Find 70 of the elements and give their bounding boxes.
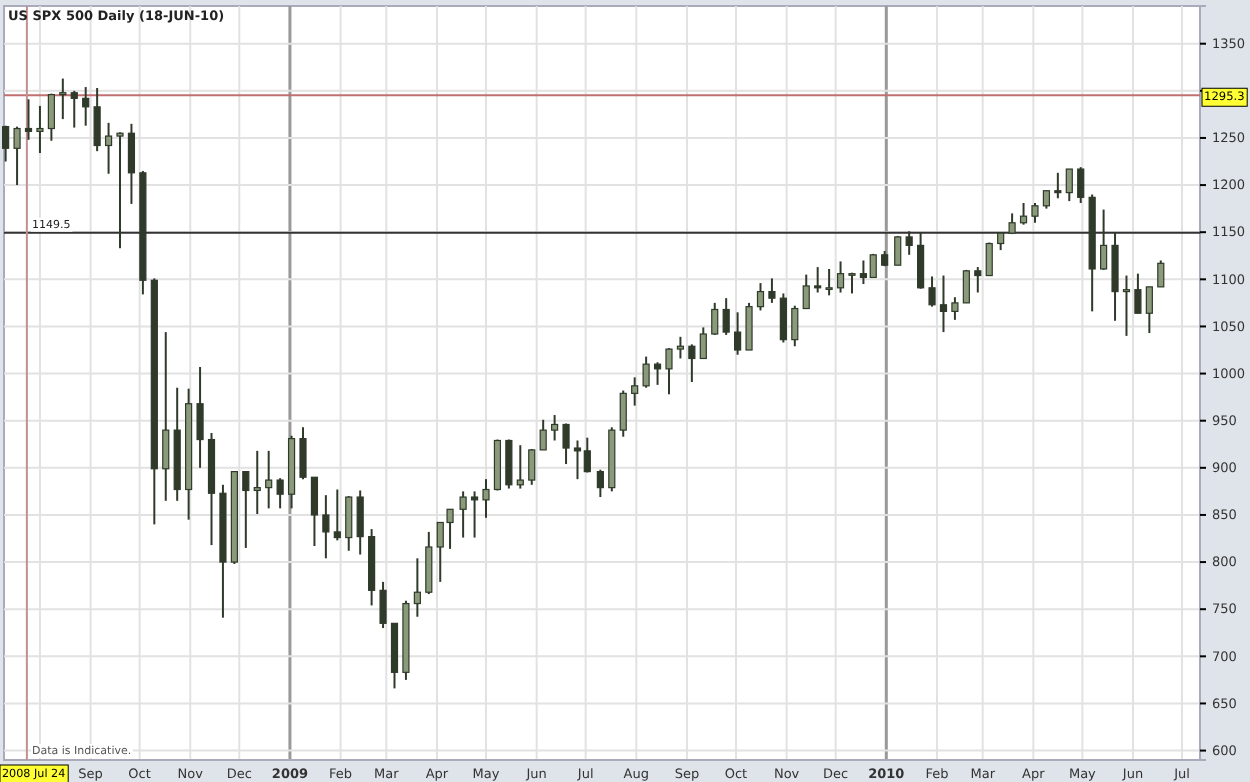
candlestick: [104, 121, 113, 175]
candlestick: [425, 530, 433, 596]
candlestick: [356, 489, 364, 556]
candlestick: [162, 331, 170, 502]
candlestick: [974, 266, 982, 294]
candlestick: [36, 104, 44, 155]
candlestick: [951, 296, 959, 321]
candlestick: [745, 301, 753, 352]
candlestick: [70, 89, 78, 129]
candlestick: [333, 488, 341, 542]
candlestick: [1054, 171, 1062, 200]
candlestick: [768, 277, 776, 304]
candlestick: [322, 494, 330, 560]
candlestick: [1145, 285, 1153, 335]
candlestick: [551, 414, 559, 442]
candlestick: [1134, 272, 1142, 315]
candlestick: [734, 311, 742, 356]
candlestick: [631, 376, 639, 407]
candlestick: [802, 273, 810, 310]
candlestick: [459, 490, 467, 539]
candlestick: [2, 124, 10, 163]
candlestick: [505, 438, 513, 490]
candlestick: [93, 87, 101, 153]
candlestick: [836, 260, 845, 294]
candlestick: [1065, 168, 1073, 203]
candlestick: [962, 268, 970, 304]
candlestick: [539, 418, 547, 451]
candlestick: [242, 470, 250, 549]
candlestick: [13, 125, 21, 187]
candlestick: [1157, 259, 1165, 288]
candlestick: [756, 282, 765, 312]
candlestick: [482, 478, 490, 519]
candlestick: [825, 267, 833, 297]
candlestick: [276, 477, 284, 510]
candlestick: [310, 476, 319, 548]
candlestick: [379, 580, 387, 630]
candlestick: [619, 389, 627, 438]
candlestick: [47, 92, 55, 142]
candlestick: [1031, 201, 1039, 224]
candlestick: [653, 361, 662, 386]
candlestick: [413, 557, 421, 618]
candlestick: [711, 301, 719, 336]
candlestick: [265, 449, 273, 510]
candlestick: [1122, 274, 1131, 337]
candlestick: [939, 274, 948, 334]
candlestick: [642, 355, 650, 389]
candlestick: [516, 444, 524, 490]
candlestick: [688, 343, 696, 384]
candlestick: [82, 86, 90, 127]
candlestick: [814, 266, 822, 294]
candlestick: [1077, 166, 1085, 204]
candlestick: [676, 335, 685, 360]
candlestick: [779, 292, 787, 344]
candlestick: [528, 447, 536, 486]
candlestick: [596, 468, 604, 499]
candlestick: [299, 426, 307, 481]
candlestick: [665, 347, 673, 396]
candlestick: [127, 122, 136, 205]
candlestick: [699, 326, 707, 360]
candlestick: [985, 241, 993, 277]
candlestick: [59, 77, 67, 121]
candlestick: [24, 98, 33, 141]
candlestick: [722, 297, 730, 336]
candlestick: [345, 495, 353, 552]
candlestick: [928, 275, 936, 308]
candlestick: [791, 304, 799, 348]
candlestick: [196, 365, 204, 469]
candlestick: [470, 490, 479, 539]
candlestick: [253, 449, 261, 516]
candlestick: [562, 422, 570, 466]
